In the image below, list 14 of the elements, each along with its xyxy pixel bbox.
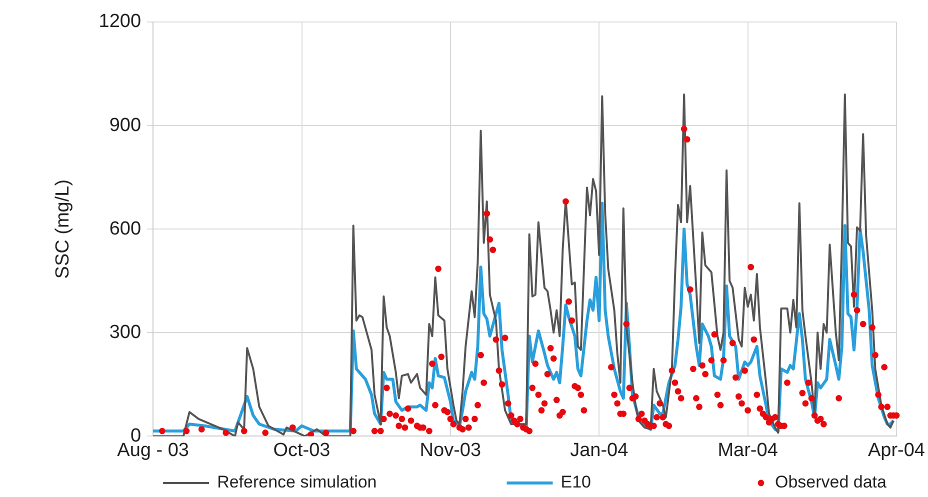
x-tick-label: Mar-04 [718,440,778,461]
y-tick-label: 0 [130,425,142,446]
y-tick-label: 1200 [98,11,142,32]
y-tick-label: 300 [109,322,142,343]
legend-label: Observed data [774,472,888,492]
y-axis-title: SSC (mg/L) [52,179,74,279]
x-tick-label: Nov-03 [420,440,482,461]
x-tick-label: Oct-03 [273,440,330,461]
legend-label: Reference simulation [217,472,377,492]
y-tick-label: 900 [109,114,142,136]
x-tick-label: Apr-04 [868,440,926,461]
legend-label: E10 [560,472,591,492]
y-tick-label: 600 [109,218,142,240]
x-tick-label: Jan-04 [570,440,629,461]
